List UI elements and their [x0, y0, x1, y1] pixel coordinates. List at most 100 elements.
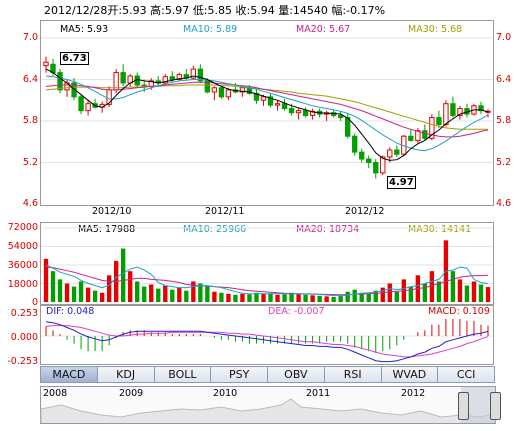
x-label-1: 2012/11: [205, 206, 245, 217]
low-annotation: 4.97: [387, 176, 416, 189]
macd-tick-0: 0.253: [10, 308, 38, 319]
volume-tick-2: 36000: [7, 260, 38, 271]
volume-bar: [345, 291, 350, 302]
price-ma20-label: MA20: 5.67: [296, 24, 351, 35]
tab-kdj[interactable]: KDJ: [96, 366, 155, 383]
volume-bar: [387, 283, 392, 302]
quote-low: 低:5.85: [192, 4, 233, 17]
volume-bar: [471, 281, 477, 302]
price-panel[interactable]: [40, 20, 494, 206]
candle-body: [239, 87, 246, 93]
volume-bar: [170, 289, 175, 302]
overview-year-2009: 2009: [119, 388, 144, 399]
candle-body: [253, 92, 260, 101]
volume-bar: [485, 287, 491, 302]
volume-bar: [50, 271, 56, 302]
tab-boll[interactable]: BOLL: [153, 366, 212, 383]
volume-bar: [450, 271, 456, 302]
quote-header: 2012/12/28开:5.93 高:5.97 低:5.85 收:5.94 量:…: [44, 2, 385, 18]
tab-psy[interactable]: PSY: [210, 366, 268, 383]
overview-left-handle[interactable]: [458, 392, 469, 420]
candle-body: [352, 135, 358, 153]
quote-change: 幅:-0.17%: [331, 4, 386, 17]
tab-wvad[interactable]: WVAD: [380, 366, 439, 383]
volume-bar: [394, 291, 399, 302]
tab-rsi[interactable]: RSI: [323, 366, 382, 383]
x-label-2: 2012/12: [345, 206, 385, 217]
tab-cci[interactable]: CCI: [437, 366, 495, 383]
macd-tick-1: 0.000: [10, 332, 38, 343]
candle-body: [120, 72, 126, 84]
volume-bar: [429, 271, 435, 302]
volume-bar: [289, 292, 294, 302]
volume-ma10-line: [45, 266, 489, 296]
macd-dea-label: DEA: -0.007: [268, 306, 325, 317]
volume-bar: [191, 281, 196, 302]
volume-tick-4: 0: [31, 297, 38, 308]
price-tick-left-1: 6.4: [22, 74, 38, 85]
volume-bar: [408, 286, 414, 302]
candle-body: [394, 149, 400, 155]
volume-bar: [149, 284, 154, 302]
tab-obv[interactable]: OBV: [267, 366, 325, 383]
macd-dea-line: [45, 325, 489, 358]
volume-bar: [422, 283, 428, 302]
volume-bar: [254, 292, 259, 302]
volume-bar: [71, 286, 77, 302]
volume-bar: [212, 291, 217, 302]
candle-body: [345, 117, 351, 137]
candle-body: [380, 156, 386, 174]
candle-body: [225, 89, 232, 98]
candle-body: [387, 149, 393, 158]
volume-bar: [142, 286, 147, 302]
candle-body: [211, 87, 218, 93]
overview-year-2008: 2008: [43, 388, 68, 399]
candle-body: [197, 68, 204, 82]
price-ma30-line: [45, 84, 488, 130]
candle-body: [436, 117, 442, 125]
volume-bar: [310, 295, 315, 302]
volume-ma10-label: MA10: 25966: [183, 224, 247, 235]
price-tick-left-4: 4.6: [22, 198, 38, 209]
quote-close: 收:5.94: [235, 4, 275, 17]
tab-macd[interactable]: MACD: [40, 366, 98, 383]
volume-bar: [233, 294, 238, 302]
volume-bar: [163, 285, 168, 302]
candle-body: [281, 103, 288, 110]
candle-body: [408, 135, 414, 141]
price-ma10-line: [45, 75, 489, 152]
candle-body: [429, 117, 435, 139]
candle-body: [71, 82, 77, 98]
volume-bar: [331, 296, 336, 302]
candle-body: [478, 105, 484, 112]
volume-ma5-line: [45, 264, 489, 297]
quote-date: 2012/12/28: [44, 4, 108, 17]
candle-body: [457, 108, 463, 116]
macd-dif-line: [45, 321, 489, 363]
price-ma20-line: [45, 81, 489, 138]
price-ma5-label: MA5: 5.93: [60, 24, 109, 35]
volume-bar: [275, 294, 280, 302]
volume-bar: [359, 292, 364, 302]
candle-body: [176, 74, 182, 80]
volume-bar: [373, 290, 378, 302]
volume-bar: [366, 293, 371, 302]
candle-body: [260, 96, 267, 101]
overview-right-handle[interactable]: [490, 392, 501, 420]
overview-year-2010: 2010: [213, 388, 238, 399]
volume-bar: [261, 293, 266, 302]
volume-bar: [380, 287, 385, 302]
volume-bar: [240, 293, 245, 302]
candle-body: [85, 103, 91, 112]
candle-body: [450, 103, 456, 116]
candle-body: [373, 162, 379, 174]
candle-body: [267, 96, 274, 106]
volume-bar: [57, 279, 63, 302]
price-ma10-label: MA10: 5.89: [183, 24, 238, 35]
volume-bar: [296, 293, 301, 302]
price-ma30-label: MA30: 5.68: [408, 24, 463, 35]
overview-navigator[interactable]: 2008 2009 2010 2011 2012: [40, 386, 496, 424]
volume-tick-0: 72000: [7, 222, 38, 233]
high-annotation: 6.73: [60, 52, 89, 65]
